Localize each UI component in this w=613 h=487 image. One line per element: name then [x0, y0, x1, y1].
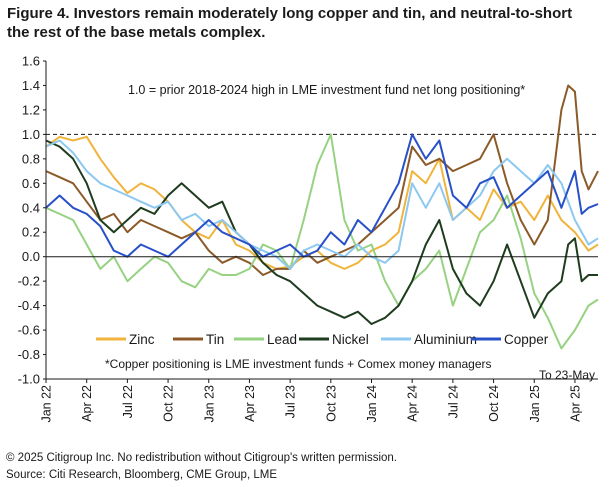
y-tick-label: 0.8	[22, 151, 40, 166]
legend-label-lead: Lead	[267, 332, 297, 347]
legend-label-zinc: Zinc	[129, 332, 155, 347]
end-date-note: To 23-May	[539, 368, 595, 382]
series-line-copper	[45, 133, 599, 258]
x-tick-label: Jul 22	[121, 385, 135, 418]
text-layer: 1.0 = prior 2018-2024 high in LME invest…	[96, 83, 595, 382]
y-tick-label: 1.0	[22, 127, 40, 142]
legend-label-nickel: Nickel	[332, 332, 369, 347]
chart-annotation: 1.0 = prior 2018-2024 high in LME invest…	[128, 83, 525, 97]
y-tick-label: 1.4	[22, 78, 40, 93]
x-tick-label: Jul 24	[446, 385, 460, 418]
x-tick-label: Oct 22	[162, 385, 176, 422]
y-tick-label: -0.6	[18, 323, 40, 338]
x-tick-label: Apr 23	[243, 385, 257, 422]
x-tick-label: Apr 24	[406, 385, 420, 422]
x-tick-label: Jan 24	[365, 385, 379, 423]
series-line-lead	[45, 133, 599, 350]
y-tick-label: 0.6	[22, 176, 40, 191]
x-tick-label: Apr 25	[568, 385, 582, 422]
y-tick-label: 1.6	[22, 54, 40, 69]
axis-layer: -1.0 -0.8 -0.6 -0.4 -0.2 0.0 0.2 0.4 0.6 0.8 1.0 1.…	[18, 54, 598, 423]
x-tick-label: Oct 24	[487, 385, 501, 422]
x-tick-label: Jul 23	[284, 385, 298, 418]
y-tick-label: 0.0	[22, 249, 40, 264]
series-line-nickel	[45, 139, 598, 325]
y-tick-label: -1.0	[18, 372, 40, 387]
series-line-aluminium	[45, 139, 599, 270]
legend-label-aluminium: Aluminium	[414, 332, 477, 347]
x-tick-label: Oct 23	[324, 385, 338, 422]
legend-label-copper: Copper	[504, 332, 549, 347]
x-tick-label: Jan 25	[528, 385, 542, 423]
chart-footnote: *Copper positioning is LME investment fu…	[105, 357, 492, 371]
x-tick-label: Jan 22	[40, 385, 54, 423]
figure-title: Figure 4. Investors remain moderately lo…	[7, 5, 573, 41]
y-tick-label: -0.2	[18, 274, 40, 289]
y-tick-label: 1.2	[22, 102, 40, 117]
legend-label-tin: Tin	[206, 332, 224, 347]
y-tick-label: 0.2	[22, 225, 40, 240]
x-tick-label: Apr 22	[80, 385, 94, 422]
source-note: Source: Citi Research, Bloomberg, CME Gr…	[6, 469, 277, 481]
y-tick-label: 0.4	[22, 200, 40, 215]
series-layer	[45, 84, 599, 350]
x-tick-label: Jan 23	[202, 385, 216, 423]
y-tick-label: -0.4	[18, 298, 40, 313]
copyright-notice: © 2025 Citigroup Inc. No redistribution …	[6, 452, 397, 464]
y-tick-label: -0.8	[18, 347, 40, 362]
